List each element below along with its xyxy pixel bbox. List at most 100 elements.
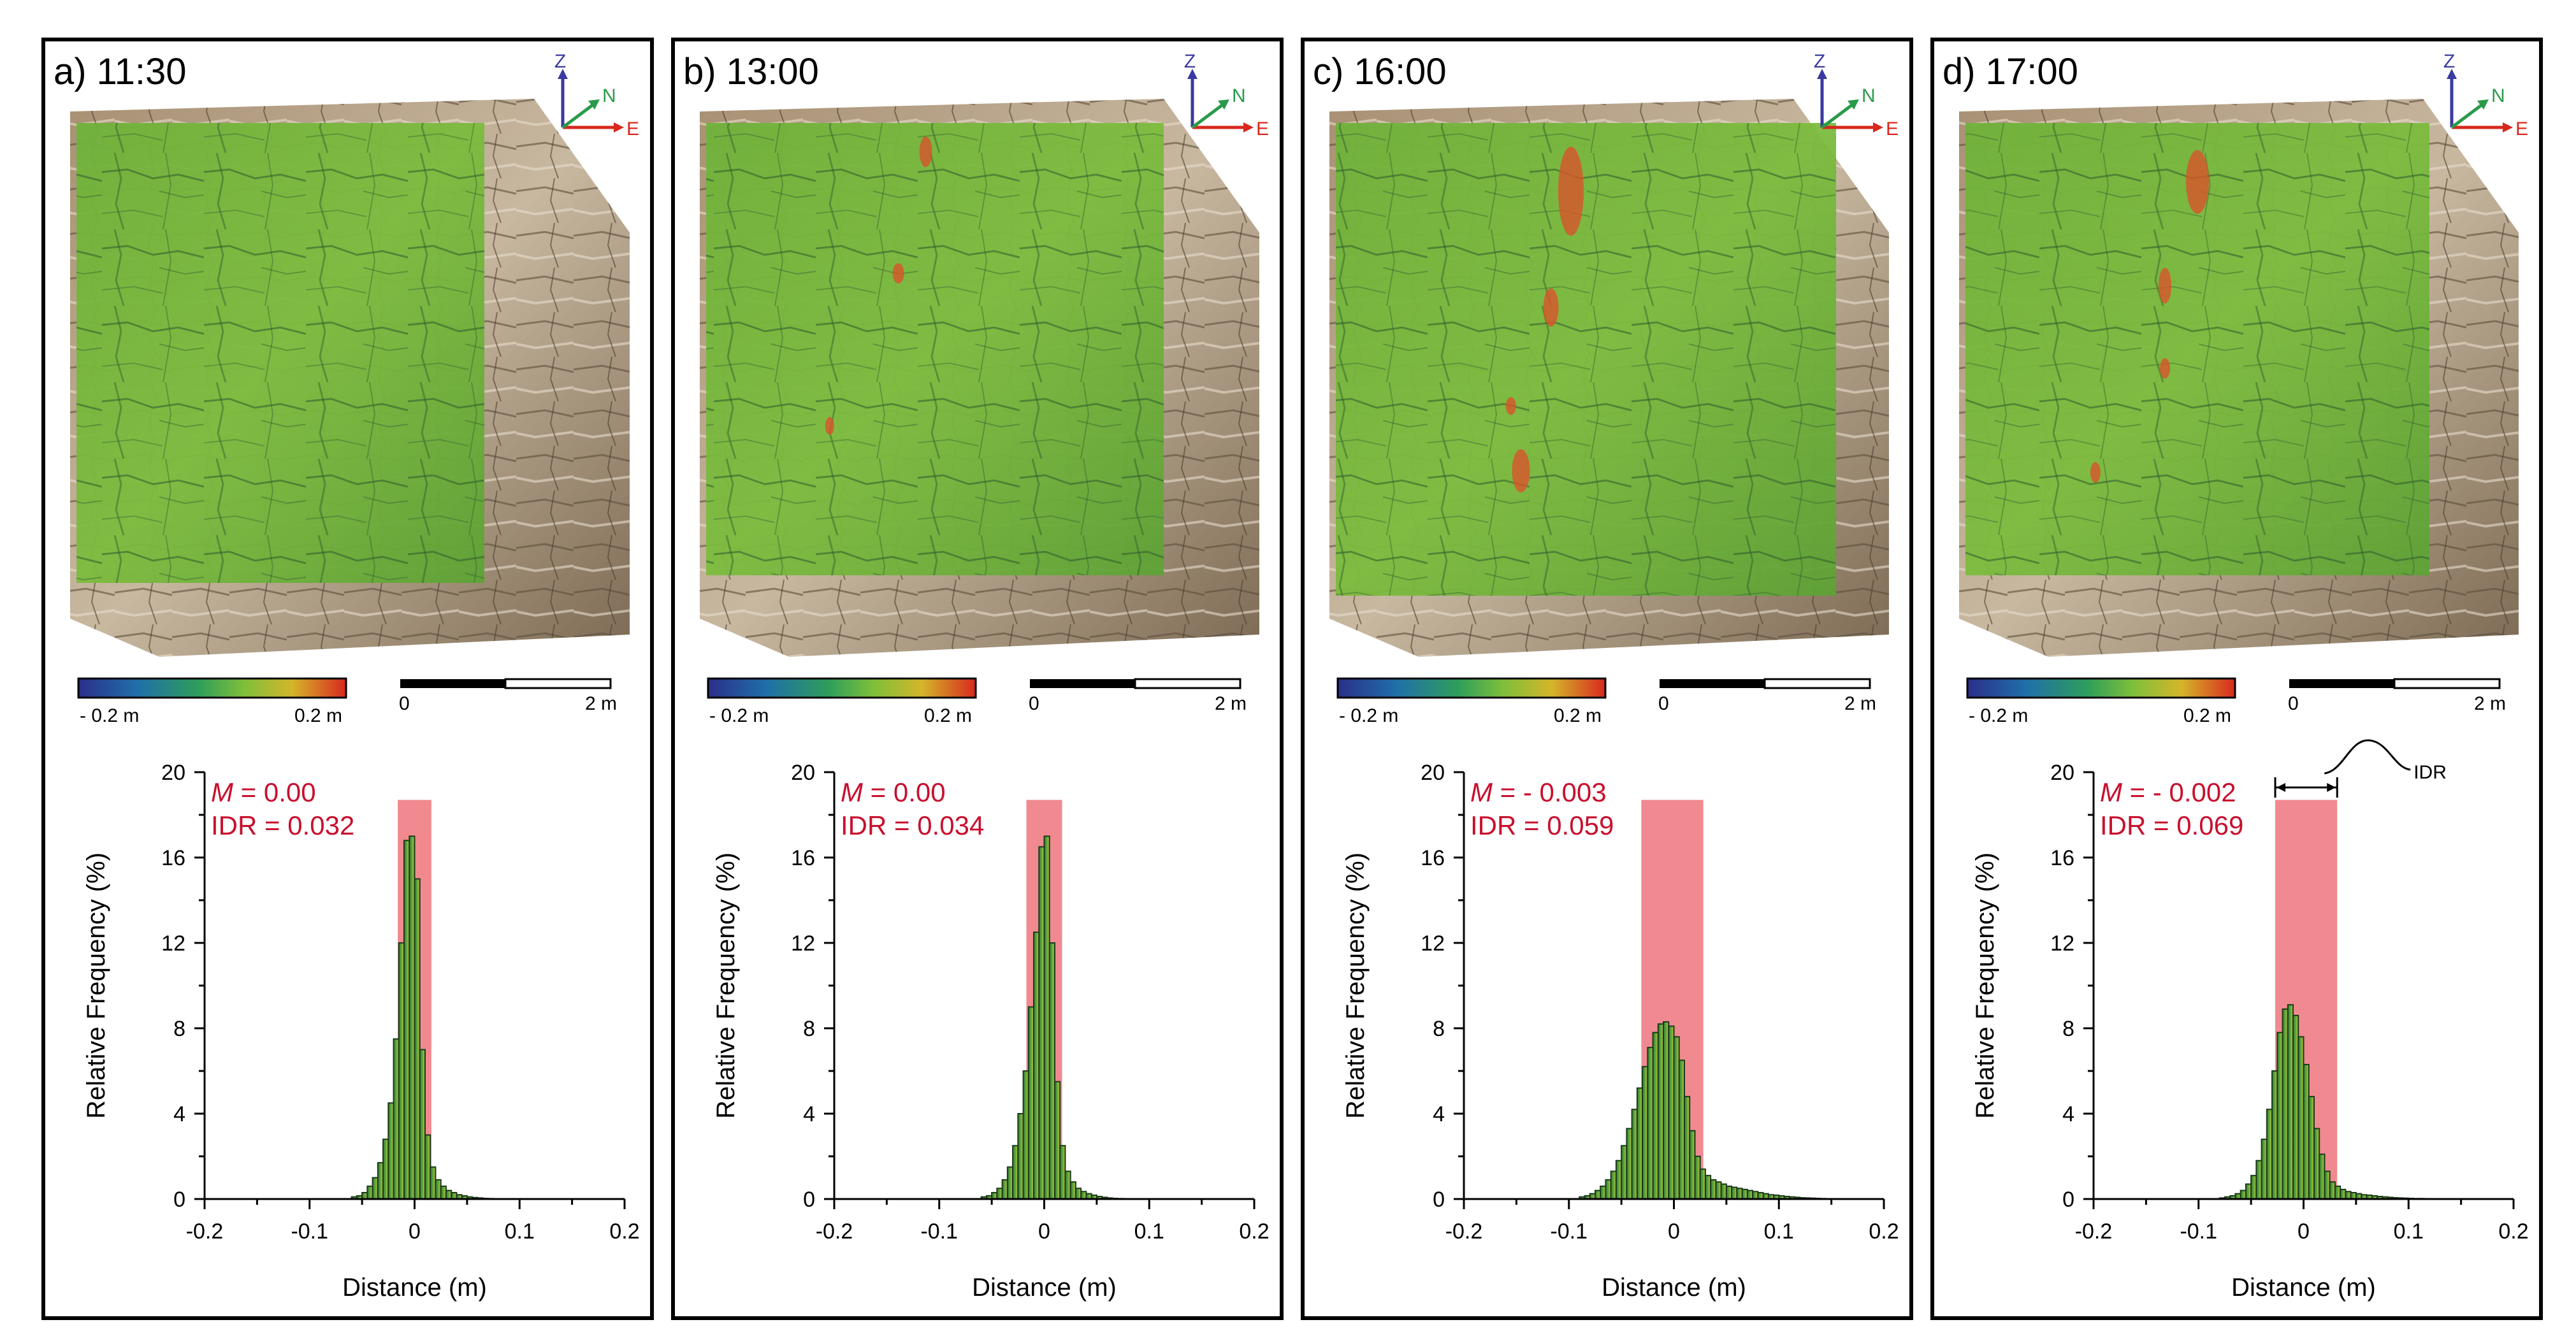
histogram-bar — [2308, 1096, 2315, 1200]
histogram-bar — [1594, 1189, 1602, 1200]
histogram-bar — [409, 835, 416, 1200]
histogram-bar — [2345, 1191, 2352, 1200]
histogram-bar — [2261, 1138, 2268, 1200]
panel-b: b) 13:00 Z NE - 0.2 m 0.2 m 0 2 m 0 4 8 12 16 20 -0.2… — [671, 38, 1284, 1320]
histogram-chart: 0 4 8 12 16 20 -0.2 -0.1 0 0.1 0.2 Distance (m) Rela… — [712, 761, 1270, 1302]
positive-deformation-patch — [2090, 462, 2101, 483]
histogram-chart: 0 4 8 12 16 20 -0.2 -0.1 0 0.1 0.2 Distance (m) Rela… — [1342, 761, 1899, 1302]
scale-bar-black — [1030, 679, 1135, 688]
e-arrow-head — [1243, 122, 1254, 133]
histogram-bar — [366, 1185, 373, 1200]
histogram-bar — [2297, 1036, 2305, 1200]
x-tick-label: 0 — [409, 1219, 421, 1244]
y-tick-label: 20 — [161, 761, 185, 785]
z-label: Z — [1184, 51, 1196, 72]
histogram-bar — [1033, 931, 1040, 1200]
histogram-bar — [2313, 1128, 2320, 1200]
panel-frame — [41, 38, 654, 1320]
colorbar-max-label: 0.2 m — [1554, 705, 1602, 726]
y-tick-label: 0 — [1433, 1188, 1445, 1212]
panel-a: a) 11:30 Z NE - 0.2 m 0.2 m 0 2 m 0 4 8 12 16 20 -0.2… — [41, 38, 654, 1320]
orientation-compass: Z NE — [1814, 51, 1899, 140]
scale-bar-white — [2393, 678, 2501, 689]
scale-bar-white — [1134, 678, 1241, 689]
histogram-bar — [424, 1134, 431, 1200]
colorbar-min-label: - 0.2 m — [80, 705, 139, 726]
histogram-bar — [403, 840, 410, 1200]
histogram-bar — [1038, 846, 1045, 1200]
histogram-bar — [1621, 1145, 1628, 1200]
histogram-bar — [1647, 1047, 1654, 1200]
y-tick-label: 8 — [1433, 1017, 1445, 1041]
point-cloud-image — [1329, 99, 1889, 657]
point-cloud-image — [70, 99, 630, 657]
n-label: N — [602, 85, 616, 106]
scale-bar-end: 2 m — [2474, 693, 2506, 714]
histogram-bar — [1757, 1191, 1764, 1200]
n-axis-arrow — [561, 103, 595, 129]
scale-bar-black — [1660, 679, 1765, 688]
x-tick-label: -0.1 — [920, 1219, 958, 1244]
histogram-bar — [440, 1185, 447, 1200]
histogram-bar — [1652, 1031, 1659, 1200]
x-tick-label: 0.2 — [1869, 1219, 1899, 1244]
scale-bar-start: 0 — [1029, 693, 1039, 714]
histogram-bar — [1678, 1059, 1685, 1200]
y-tick-label: 20 — [791, 761, 815, 785]
histogram-bar — [1006, 1166, 1014, 1200]
histogram-bar — [1720, 1183, 1727, 1200]
y-tick-label: 16 — [791, 846, 815, 870]
histogram-bar — [387, 1102, 394, 1200]
histogram-bar — [1741, 1188, 1748, 1200]
positive-deformation-patch — [2186, 150, 2209, 214]
x-tick-label: 0.1 — [505, 1219, 535, 1244]
histogram-bar — [1752, 1191, 1759, 1200]
fracture-texture — [76, 123, 484, 583]
positive-deformation-patch — [2159, 268, 2172, 304]
histogram-bar — [1075, 1188, 1082, 1200]
y-axis-title: Relative Frequency (%) — [82, 852, 110, 1119]
histogram-bar — [1626, 1128, 1633, 1200]
histogram-bar — [419, 1049, 426, 1200]
histogram-bar — [1663, 1021, 1670, 1200]
e-label: E — [1256, 118, 1269, 140]
histogram-bar — [1605, 1179, 1612, 1200]
z-label: Z — [2443, 51, 2455, 72]
histogram-bar — [1027, 1006, 1035, 1200]
histogram-bar — [1048, 942, 1055, 1200]
histogram-bar — [2350, 1191, 2357, 1200]
histogram-chart: 0 4 8 12 16 20 -0.2 -0.1 0 0.1 0.2 Distance (m) Rela… — [1971, 739, 2529, 1302]
histogram-bar — [2340, 1188, 2347, 1200]
histogram-bar — [1600, 1185, 1607, 1200]
x-tick-label: -0.1 — [2180, 1219, 2217, 1244]
histogram-bar — [1610, 1170, 1617, 1200]
x-axis-title: Distance (m) — [1602, 1274, 1746, 1302]
histogram-bar — [1746, 1189, 1754, 1200]
colorbar-min-label: - 0.2 m — [1339, 705, 1398, 726]
z-label: Z — [554, 51, 566, 72]
panel-c: c) 16:00 Z NE - 0.2 m 0.2 m 0 2 m 0 4 8 12 16 20 -0.2… — [1301, 38, 1913, 1320]
y-tick-label: 8 — [173, 1017, 185, 1041]
x-tick-label: -0.1 — [1550, 1219, 1588, 1244]
x-tick-label: -0.2 — [186, 1219, 224, 1244]
n-axis-arrow — [2450, 103, 2484, 129]
x-tick-label: 0.2 — [2498, 1219, 2528, 1244]
panel-title: b) 13:00 — [683, 51, 819, 92]
median-symbol: M — [1470, 777, 1493, 807]
scale-bar-white — [1763, 678, 1871, 689]
colorbar-max-label: 0.2 m — [924, 705, 972, 726]
idr-stat: IDR = 0.069 — [2100, 810, 2243, 840]
z-label: Z — [1814, 51, 1825, 72]
y-tick-label: 0 — [803, 1188, 815, 1212]
histogram-bar — [1017, 1113, 1024, 1200]
e-label: E — [1886, 118, 1899, 140]
panel-title: a) 11:30 — [54, 51, 187, 92]
idr-callout-label: IDR — [2413, 762, 2447, 783]
y-axis-title: Relative Frequency (%) — [1342, 852, 1370, 1119]
histogram-bar — [2319, 1153, 2326, 1200]
histogram-bar — [1631, 1109, 1638, 1200]
x-tick-label: 0.1 — [1764, 1219, 1794, 1244]
scale-bar-white — [504, 678, 612, 689]
histogram-bar — [1731, 1186, 1738, 1200]
